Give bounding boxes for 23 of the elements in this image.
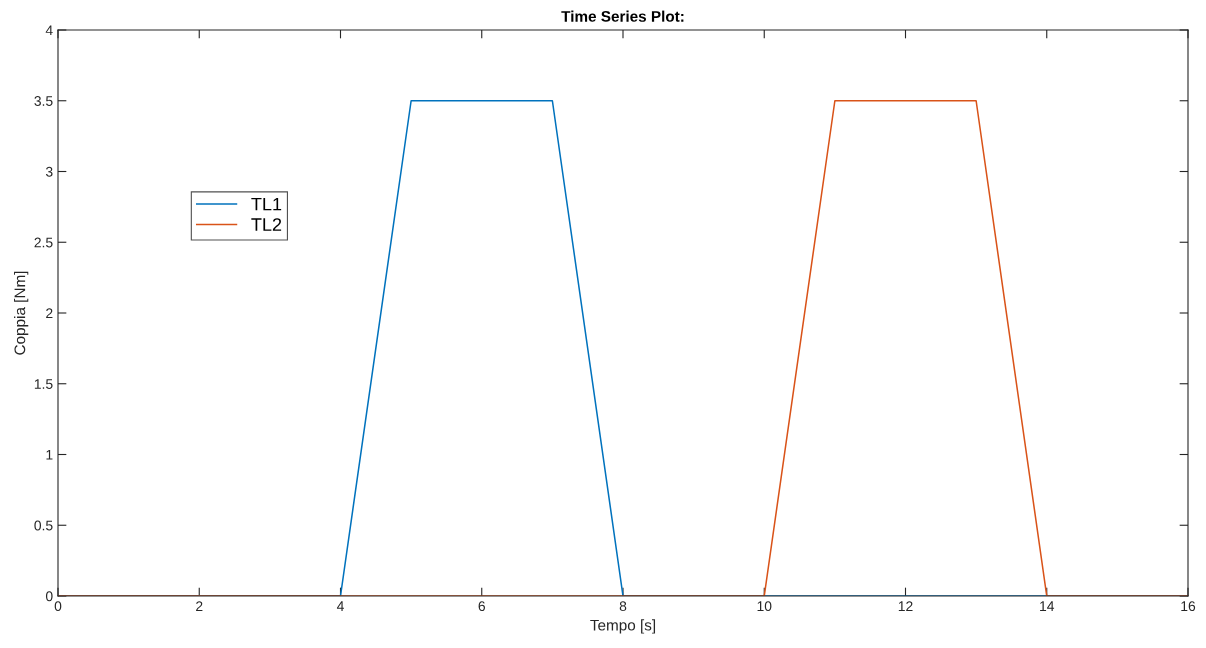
x-tick-label: 14 (1040, 601, 1055, 611)
y-tick-label: 0.5 (34, 520, 53, 531)
y-axis-title: Coppia [Nm] (14, 271, 29, 355)
x-tick-label: 10 (757, 601, 772, 612)
legend-label: TL2 (251, 218, 282, 231)
x-tick-label: 16 (1181, 601, 1196, 612)
y-tick-label: 2 (46, 308, 53, 319)
x-tick-label: 4 (336, 601, 344, 611)
y-tick-label: 4 (45, 25, 53, 36)
x-tick-label: 2 (196, 601, 203, 611)
x-axis-title: Tempo [s] (590, 619, 656, 634)
legend-label: TL1 (251, 197, 282, 211)
y-tick-label: 1.5 (34, 379, 53, 389)
y-tick-label: 0 (45, 591, 53, 602)
y-tick-label: 1 (46, 449, 53, 460)
x-tick-label: 12 (898, 601, 913, 611)
y-tick-label: 3.5 (34, 96, 53, 106)
y-tick-label: 2.5 (34, 237, 53, 248)
x-tick-label: 8 (619, 601, 627, 612)
y-tick-label: 3 (45, 166, 53, 177)
chart-title: Time Series Plot: (561, 10, 684, 22)
x-tick-label: 0 (54, 601, 62, 612)
x-tick-label: 6 (478, 601, 485, 612)
